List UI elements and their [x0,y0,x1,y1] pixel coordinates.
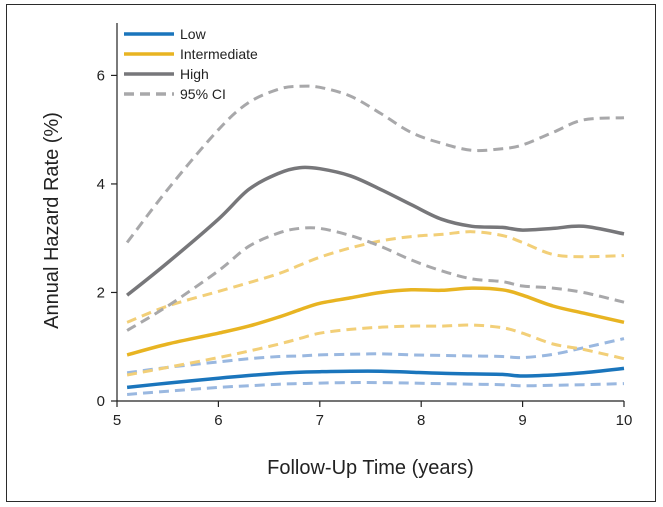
series-line-low-ci-upper [126,337,625,375]
legend-label: Intermediate [180,46,258,62]
series-line-low-estimate [126,366,625,390]
series-line-intermediate-ci-lower [126,323,625,377]
series-line-high-ci-upper [125,84,625,244]
series-line-low-ci-lower [126,381,625,396]
y-axis-title: Annual Hazard Rate (%) [41,112,63,329]
x-tick-label: 10 [616,412,633,429]
legend-label: 95% CI [180,86,226,102]
series-line-high-estimate [126,165,625,297]
x-tick-label: 5 [113,412,121,429]
x-tick-label: 8 [417,412,425,429]
y-tick-label: 0 [97,393,105,410]
series-line-high-ci-lower [126,226,625,332]
x-axis-title: Follow-Up Time (years) [267,457,474,479]
y-tick-label: 6 [97,67,105,84]
y-tick-label: 4 [97,176,105,193]
x-tick-label: 9 [518,412,526,429]
series-line-intermediate-ci-upper [126,230,625,324]
x-tick-label: 6 [214,412,222,429]
legend-label: High [180,66,209,82]
legend-label: Low [180,26,207,42]
series-line-intermediate-estimate [126,286,625,357]
y-tick-label: 2 [97,284,105,301]
x-tick-label: 7 [316,412,324,429]
